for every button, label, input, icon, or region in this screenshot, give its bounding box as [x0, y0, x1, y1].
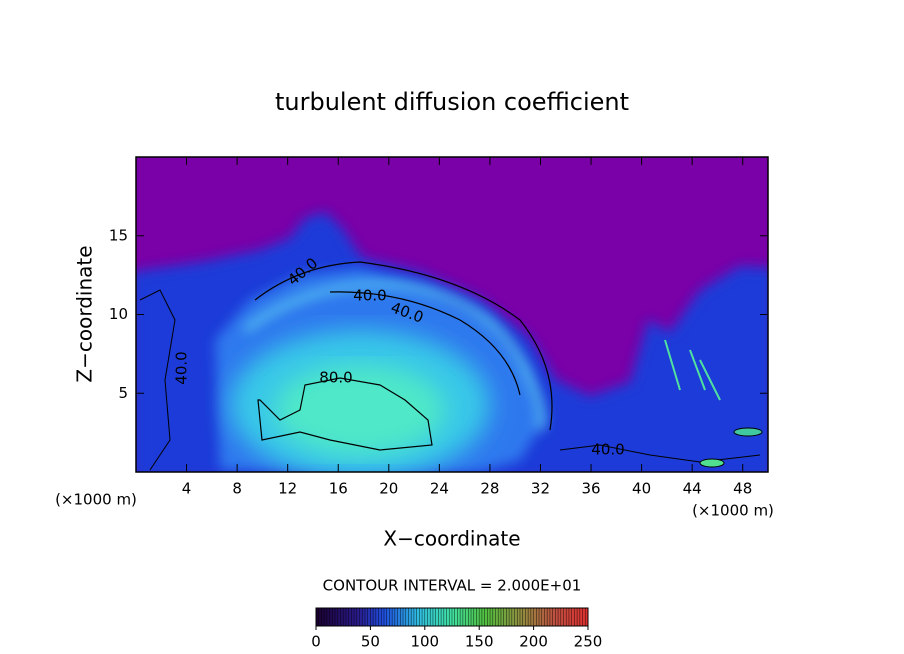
- x-tick-label: 12: [278, 480, 297, 498]
- colorbar-tick-label: 50: [361, 633, 380, 651]
- colorbar-tick-label: 0: [311, 633, 321, 651]
- contour-label: 40.0: [353, 287, 386, 305]
- x-unit: (×1000 m): [692, 502, 774, 520]
- colorbar-tick-label: 100: [410, 633, 439, 651]
- contour-label: 40.0: [591, 441, 624, 459]
- colorbar-segments: [318, 608, 589, 626]
- x-tick-label: 44: [683, 480, 702, 498]
- colorbar-tick-label: 150: [465, 633, 494, 651]
- x-tick-label: 36: [581, 480, 600, 498]
- y-tick-label: 15: [109, 226, 128, 244]
- x-tick-label: 32: [531, 480, 550, 498]
- colorbar-tick-label: 250: [574, 633, 603, 651]
- x-tick-label: 28: [480, 480, 499, 498]
- x-tick-label: 24: [430, 480, 449, 498]
- colorbar-tick-label: 200: [519, 633, 548, 651]
- y-axis-label: Z−coordinate: [73, 245, 97, 382]
- y-tick-label: 5: [118, 384, 128, 402]
- x-tick-label: 20: [379, 480, 398, 498]
- x-tick-label: 4: [182, 480, 192, 498]
- contour-interval: CONTOUR INTERVAL = 2.000E+01: [323, 577, 582, 595]
- x-tick-label: 8: [232, 480, 242, 498]
- contour-label: 80.0: [319, 369, 352, 387]
- y-unit: (×1000 m): [55, 491, 137, 509]
- contour-field: [136, 157, 768, 472]
- x-axis-label: X−coordinate: [383, 527, 520, 551]
- x-tick-label: 48: [733, 480, 752, 498]
- contour-label: 40.0: [173, 351, 191, 384]
- x-tick-label: 40: [632, 480, 651, 498]
- x-tick-label: 16: [329, 480, 348, 498]
- chart-title: turbulent diffusion coefficient: [275, 88, 629, 116]
- y-tick-label: 10: [109, 305, 128, 323]
